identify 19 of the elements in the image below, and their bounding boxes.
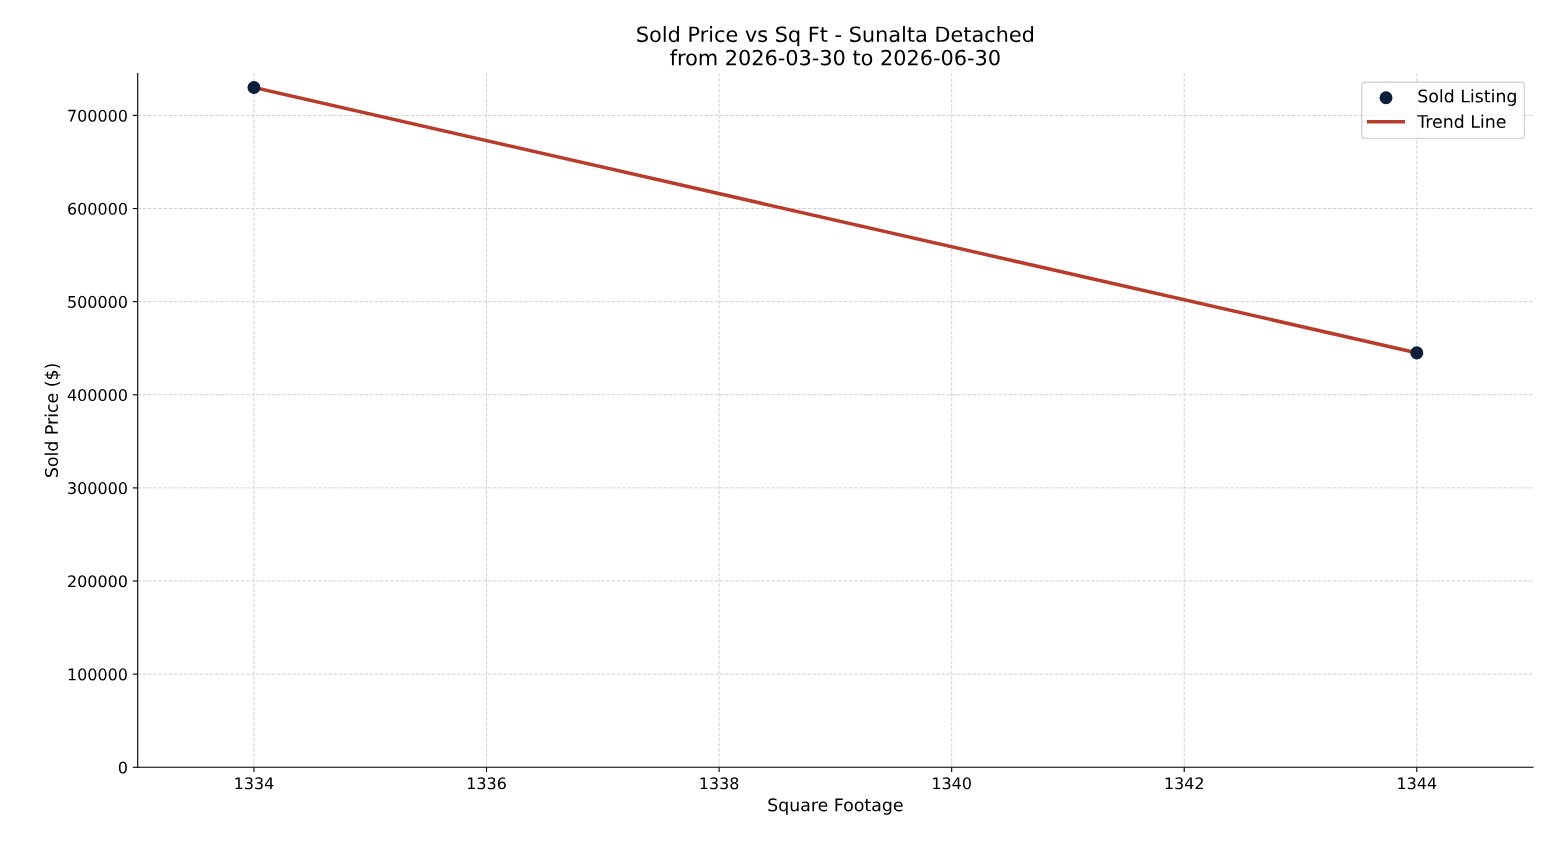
y-tick-label: 400000 — [67, 388, 127, 402]
x-tick-label: 1340 — [933, 777, 971, 790]
y-tick-label: 700000 — [68, 109, 127, 122]
y-tick-label: 200000 — [68, 575, 127, 588]
x-tick-label: 1338 — [700, 777, 739, 790]
x-axis-title: Square Footage — [768, 798, 903, 815]
y-tick-label: 500000 — [68, 295, 127, 308]
legend-label: Sold Listing — [1418, 89, 1516, 106]
x-tick-label: 1336 — [467, 777, 506, 790]
y-tick-label: 600000 — [68, 202, 127, 215]
legend-label: Trend Line — [1417, 114, 1506, 129]
x-tick-label: 1334 — [235, 777, 274, 790]
x-tick-label: 1344 — [1398, 777, 1437, 790]
y-tick-label: 300000 — [68, 482, 127, 495]
x-tick-label: 1342 — [1165, 777, 1203, 790]
chart-title: Sold Price vs Sq Ft - Sunalta Detached from 2026-03-30 to 2026-06-30 — [637, 26, 1034, 66]
y-axis-title: Sold Price ($) — [44, 364, 61, 477]
y-tick-label: 100000 — [68, 668, 127, 681]
y-tick-label: 0 — [118, 761, 127, 774]
